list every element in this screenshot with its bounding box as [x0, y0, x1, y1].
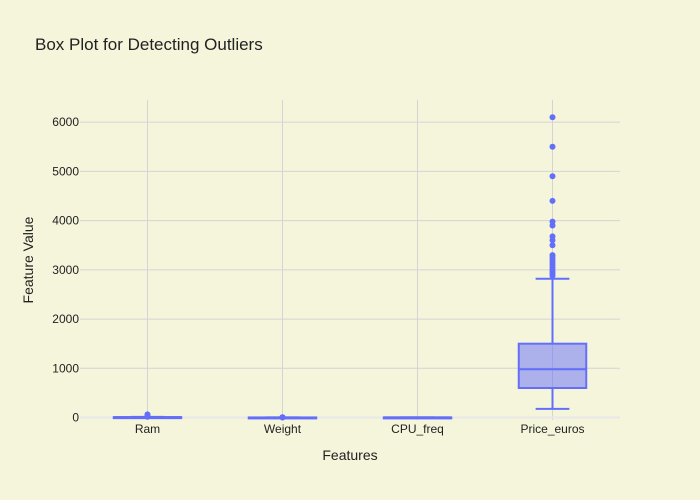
- box-price-euros: [517, 114, 588, 410]
- y-tick-label: 6000: [52, 115, 79, 129]
- y-tick-label: 4000: [52, 214, 79, 228]
- outlier-point: [279, 414, 286, 421]
- x-tick-label: Ram: [135, 422, 160, 436]
- box-iqr: [517, 342, 588, 390]
- outlier-point: [549, 233, 556, 240]
- outlier-point: [549, 173, 556, 180]
- outlier-point: [144, 411, 151, 418]
- x-tick-label: Price_euros: [520, 422, 584, 436]
- y-tick-label: 0: [72, 411, 79, 425]
- box-ram: [112, 411, 183, 420]
- y-tick-label: 5000: [52, 164, 79, 178]
- x-tick-label: Weight: [264, 422, 302, 436]
- box-cpu-freq: [382, 416, 453, 420]
- x-axis-ticks: Ram Weight CPU_freq Price_euros: [135, 422, 585, 436]
- box-weight: [247, 414, 318, 421]
- outlier-point: [549, 197, 556, 204]
- x-axis-title: Features: [322, 447, 377, 463]
- y-axis-ticks: 0 1000 2000 3000 4000 5000 6000: [52, 115, 79, 424]
- y-tick-label: 1000: [52, 361, 79, 375]
- outlier-point: [549, 252, 556, 259]
- y-tick-label: 3000: [52, 263, 79, 277]
- y-tick-label: 2000: [52, 312, 79, 326]
- outlier-point: [549, 218, 556, 225]
- outlier-point: [549, 242, 556, 249]
- x-tick-label: CPU_freq: [391, 422, 444, 436]
- box-series: [112, 114, 588, 421]
- chart-title: Box Plot for Detecting Outliers: [35, 35, 263, 54]
- outlier-point: [549, 143, 556, 150]
- outlier-point: [549, 114, 556, 121]
- y-axis-title: Feature Value: [20, 216, 36, 303]
